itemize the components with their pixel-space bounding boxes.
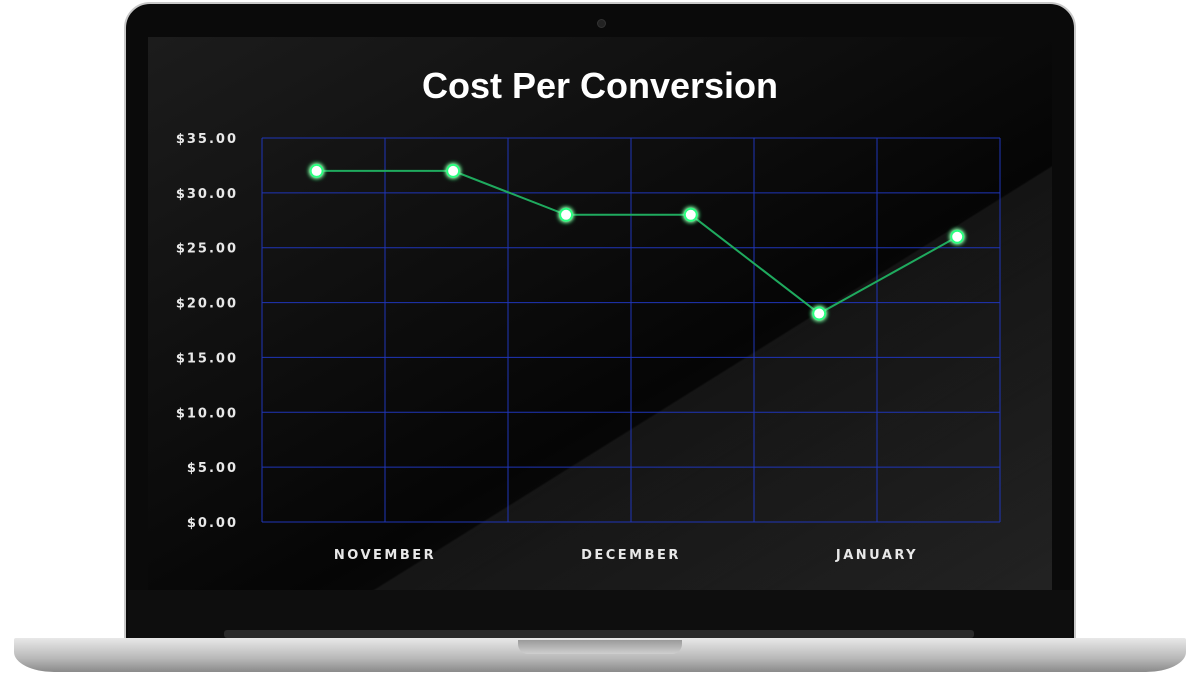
series-line <box>316 169 958 315</box>
y-tick-label: $20.00 <box>176 297 238 312</box>
y-tick-label: $25.00 <box>176 242 238 257</box>
y-tick-label: $30.00 <box>176 187 238 202</box>
x-axis: NOVEMBER DECEMBER JANUARY <box>334 548 918 563</box>
x-tick-label: NOVEMBER <box>334 548 436 563</box>
y-tick-label: $35.00 <box>176 132 238 147</box>
x-tick-label: DECEMBER <box>581 548 681 563</box>
y-tick-label: $10.00 <box>176 406 238 421</box>
y-tick-label: $5.00 <box>187 461 238 476</box>
data-point <box>950 229 965 244</box>
series <box>309 163 965 321</box>
y-tick-label: $15.00 <box>176 351 238 366</box>
data-point <box>559 207 574 222</box>
y-tick-label: $0.00 <box>187 516 238 531</box>
camera-icon <box>597 19 606 28</box>
data-point <box>309 163 324 178</box>
data-point <box>683 207 698 222</box>
opening-notch <box>518 640 682 654</box>
data-point <box>812 306 827 321</box>
y-axis: $0.00 $5.00 $10.00 $15.00 $20.00 $25.00 $30.00… <box>176 132 238 531</box>
data-point <box>446 163 461 178</box>
x-tick-label: JANUARY <box>835 548 918 563</box>
chart-title: Cost Per Conversion <box>422 65 778 106</box>
grid <box>261 137 1001 523</box>
hinge <box>224 630 974 638</box>
